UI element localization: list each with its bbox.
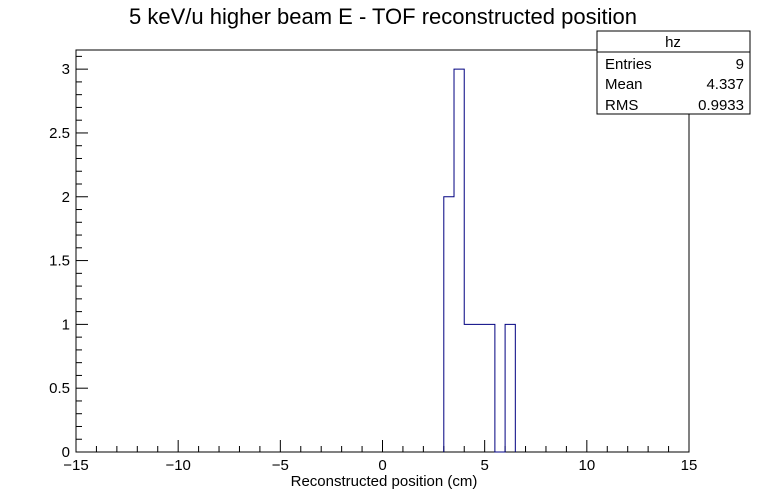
- axis-tick-labels: −15 −10 −5 0 5 10 15 0 0.5 1 1.5 2 2.5 3: [49, 61, 697, 474]
- y-tick-label: 0.5: [49, 380, 70, 397]
- x-tick-label: −5: [272, 457, 289, 474]
- x-tick-label: 0: [378, 457, 386, 474]
- y-tick-label: 3: [62, 61, 70, 78]
- x-tick-label: −15: [63, 457, 88, 474]
- x-axis-label: Reconstructed position (cm): [291, 473, 478, 490]
- y-tick-label: 1.5: [49, 253, 70, 270]
- stats-box: hz Entries 9 Mean 4.337 RMS 0.9933: [596, 30, 751, 115]
- stats-box-name: hz: [665, 34, 681, 51]
- stats-entries-label: Entries: [605, 56, 652, 73]
- stats-mean-label: Mean: [605, 76, 643, 93]
- x-tick-label: −10: [165, 457, 190, 474]
- x-tick-label: 10: [578, 457, 595, 474]
- y-tick-label: 2.5: [49, 125, 70, 142]
- chart-title: 5 keV/u higher beam E - TOF reconstructe…: [129, 4, 637, 29]
- stats-rms-label: RMS: [605, 97, 638, 114]
- stats-entries-value: 9: [736, 56, 744, 73]
- histogram-line: [443, 68, 516, 453]
- y-tick-label: 1: [62, 316, 70, 333]
- axis-ticks: [75, 55, 690, 453]
- y-tick-label: 0: [62, 444, 70, 461]
- x-tick-label: 15: [681, 457, 698, 474]
- y-tick-label: 2: [62, 189, 70, 206]
- stats-mean-value: 4.337: [706, 76, 744, 93]
- stats-rms-value: 0.9933: [698, 97, 744, 114]
- x-tick-label: 5: [480, 457, 488, 474]
